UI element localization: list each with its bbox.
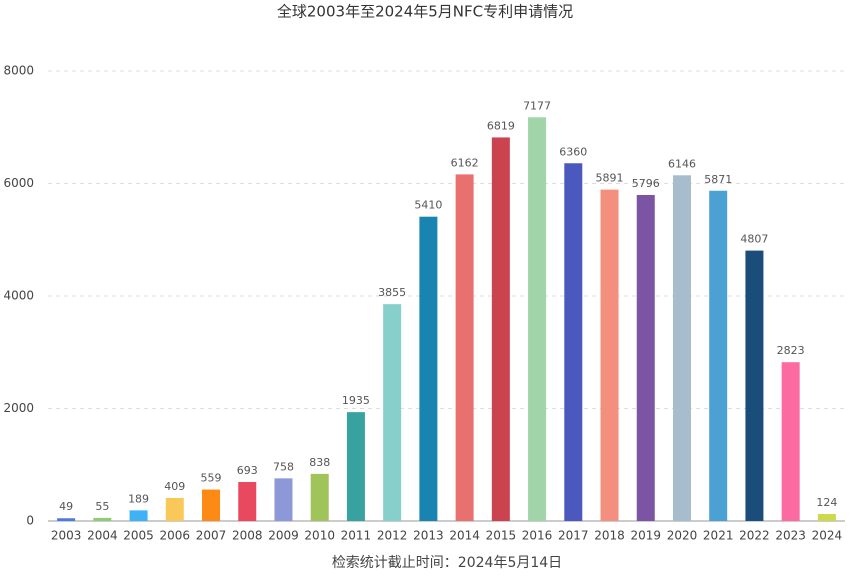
- x-tick-label: 2009: [268, 529, 299, 543]
- bar: [745, 250, 764, 521]
- bar: [57, 518, 76, 521]
- x-tick-label: 2023: [775, 529, 806, 543]
- value-label: 189: [128, 492, 149, 505]
- bar: [383, 304, 402, 521]
- value-label: 838: [309, 456, 330, 469]
- value-label: 5871: [704, 173, 732, 186]
- y-tick-label: 0: [26, 514, 34, 528]
- x-tick-label: 2011: [341, 529, 372, 543]
- y-tick-label: 8000: [3, 64, 34, 78]
- value-label: 6360: [559, 145, 587, 158]
- y-tick-label: 6000: [3, 176, 34, 190]
- bar: [528, 117, 547, 521]
- value-label: 693: [237, 464, 258, 477]
- value-label: 559: [201, 472, 222, 485]
- x-tick-label: 2004: [87, 529, 118, 543]
- bar: [600, 189, 619, 521]
- bar: [93, 517, 112, 521]
- bar: [709, 190, 728, 521]
- x-tick-label: 2024: [812, 529, 843, 543]
- value-label: 2823: [777, 344, 805, 357]
- value-label: 7177: [523, 99, 551, 112]
- value-label: 55: [95, 500, 109, 513]
- x-tick-label: 2014: [449, 529, 480, 543]
- x-axis-label: 检索统计截止时间：2024年5月14日: [332, 554, 562, 571]
- x-tick-label: 2021: [703, 529, 734, 543]
- bar: [238, 482, 257, 521]
- bar: [636, 194, 655, 521]
- x-tick-label: 2017: [558, 529, 589, 543]
- value-label: 409: [164, 480, 185, 493]
- x-tick-label: 2020: [667, 529, 698, 543]
- bar: [165, 497, 184, 521]
- bar: [781, 362, 800, 521]
- x-tick-label: 2018: [594, 529, 625, 543]
- y-tick-label: 4000: [3, 289, 34, 303]
- x-tick-label: 2007: [196, 529, 227, 543]
- value-label: 1935: [342, 394, 370, 407]
- x-tick-label: 2013: [413, 529, 444, 543]
- value-label: 5410: [414, 199, 442, 212]
- value-label: 4807: [740, 233, 768, 246]
- x-tick-label: 2008: [232, 529, 263, 543]
- bar: [491, 137, 510, 521]
- bar: [129, 510, 148, 521]
- x-tick-label: 2015: [486, 529, 517, 543]
- value-label: 6162: [451, 156, 479, 169]
- x-tick-label: 2005: [123, 529, 154, 543]
- value-label: 758: [273, 460, 294, 473]
- x-tick-label: 2016: [522, 529, 553, 543]
- bar: [817, 514, 836, 521]
- bar: [455, 174, 474, 521]
- bar: [274, 478, 293, 521]
- x-tick-label: 2010: [304, 529, 335, 543]
- chart-title: 全球2003年至2024年5月NFC专利申请情况: [277, 3, 573, 21]
- value-label: 49: [59, 500, 73, 513]
- bar: [202, 489, 221, 521]
- value-label: 6146: [668, 157, 696, 170]
- x-tick-label: 2022: [739, 529, 770, 543]
- bar: [419, 216, 438, 521]
- bar: [346, 412, 365, 521]
- bar: [310, 473, 329, 521]
- value-label: 124: [816, 496, 837, 509]
- x-tick-label: 2019: [630, 529, 661, 543]
- value-label: 6819: [487, 119, 515, 132]
- value-label: 5796: [632, 177, 660, 190]
- bar: [672, 175, 691, 521]
- x-tick-label: 2012: [377, 529, 408, 543]
- value-label: 3855: [378, 286, 406, 299]
- bar: [564, 163, 583, 521]
- x-tick-label: 2003: [51, 529, 82, 543]
- value-label: 5891: [596, 172, 624, 185]
- y-tick-label: 2000: [3, 401, 34, 415]
- x-tick-label: 2006: [160, 529, 191, 543]
